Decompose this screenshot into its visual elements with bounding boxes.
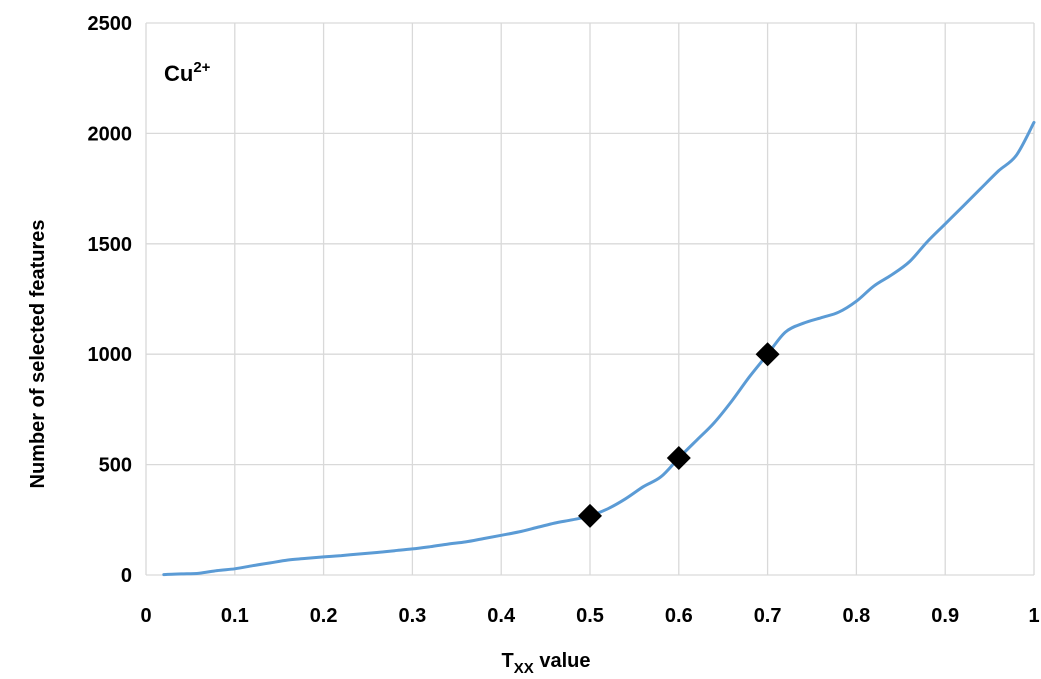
y-tick-label: 1000: [88, 344, 133, 366]
x-axis-label: TXX value: [502, 650, 591, 677]
diamond-marker: [666, 445, 691, 470]
ion-annotation: Cu2+: [164, 59, 211, 86]
x-tick-label: 0: [140, 605, 151, 627]
y-axis-label: Number of selected features: [27, 220, 49, 489]
x-tick-label: 0.2: [310, 605, 338, 627]
x-tick-label: 0.8: [842, 605, 870, 627]
markers-layer: [578, 342, 780, 528]
gridlines: [145, 22, 1035, 576]
y-tick-label: 2500: [88, 13, 133, 35]
y-tick-labels: 0 500 1000 1500 2000 2500: [88, 13, 133, 587]
annotation-superscript: 2+: [193, 59, 210, 76]
x-tick-label: 0.6: [665, 605, 693, 627]
x-tick-label: 1: [1028, 605, 1039, 627]
x-axis-label-rest: value: [534, 650, 591, 672]
x-tick-labels: 0 0.1 0.2 0.3 0.4 0.5 0.6 0.7 0.8 0.9 1: [140, 605, 1039, 627]
y-tick-label: 1500: [88, 234, 133, 256]
diamond-marker: [578, 503, 602, 528]
series-line: [162, 120, 1036, 577]
y-tick-label: 0: [121, 565, 132, 587]
x-tick-label: 0.5: [576, 605, 604, 627]
x-tick-label: 0.3: [398, 605, 426, 627]
annotation-base: Cu: [164, 61, 193, 86]
y-tick-label: 2000: [88, 123, 133, 145]
y-tick-label: 500: [99, 455, 132, 477]
x-axis-label-subscript: XX: [514, 660, 534, 677]
x-tick-label: 0.4: [487, 605, 516, 627]
x-axis-label-base: T: [502, 650, 514, 672]
x-tick-label: 0.1: [221, 605, 249, 627]
diamond-marker: [755, 342, 780, 367]
x-tick-label: 0.7: [754, 605, 782, 627]
x-tick-label: 0.9: [931, 605, 959, 627]
series-line-layer: [162, 120, 1036, 577]
